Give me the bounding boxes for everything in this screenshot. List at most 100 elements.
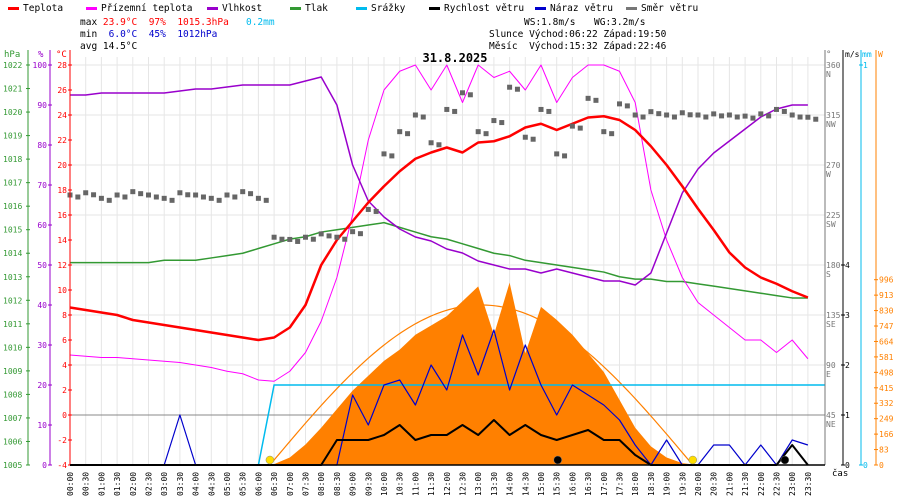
solar-tick-label: 996 bbox=[879, 276, 894, 285]
time-tick-label: 00:00 bbox=[66, 472, 75, 496]
wind-direction-point bbox=[365, 206, 371, 212]
legend-label: Tlak bbox=[305, 3, 328, 14]
time-tick-label: 18:30 bbox=[647, 472, 656, 496]
direction-tick-label: 225 bbox=[826, 211, 841, 220]
direction-tick-label: 90 bbox=[826, 361, 836, 370]
wind-direction-point bbox=[774, 106, 779, 112]
pressure-tick-label: 1021 bbox=[3, 85, 22, 94]
wind-speed-summary: WS:1.8m/s bbox=[524, 17, 576, 28]
wind-direction-point bbox=[514, 86, 520, 92]
solar-tick-label: 166 bbox=[879, 430, 894, 439]
wind-direction-point bbox=[232, 194, 238, 200]
moonset-time: Západ:22:46 bbox=[603, 41, 667, 52]
solar-tick-label: 83 bbox=[879, 446, 889, 455]
sunrise-time: Východ:06:22 bbox=[529, 29, 598, 40]
wind-gust-summary: WG:3.2m/s bbox=[594, 17, 646, 28]
legend-item: Směr větru bbox=[626, 3, 698, 14]
time-tick-label: 22:00 bbox=[757, 472, 766, 496]
humidity-line bbox=[70, 76, 808, 286]
time-tick-label: 09:30 bbox=[364, 472, 373, 496]
pressure-tick-label: 1018 bbox=[3, 155, 22, 164]
wind-direction-point bbox=[255, 195, 261, 201]
wind-direction-point bbox=[664, 112, 670, 118]
time-tick-label: 14:30 bbox=[521, 472, 530, 496]
humidity-tick-label: 100 bbox=[33, 61, 48, 70]
legend-swatch bbox=[356, 7, 367, 10]
time-tick-label: 15:00 bbox=[537, 472, 546, 496]
wind-direction-point bbox=[287, 236, 293, 242]
legend-item: Tlak bbox=[290, 3, 328, 14]
wind-direction-point bbox=[412, 112, 418, 118]
temperature-tick-label: 2 bbox=[62, 386, 67, 395]
wind-direction-point bbox=[640, 114, 646, 120]
wind-direction-point bbox=[83, 190, 89, 196]
direction-compass-label: S bbox=[826, 270, 831, 279]
direction-tick-label: 180 bbox=[826, 261, 841, 270]
wind-direction-point bbox=[75, 194, 81, 200]
wind-direction-point bbox=[577, 125, 583, 131]
time-tick-label: 19:30 bbox=[678, 472, 687, 496]
wind-direction-point bbox=[177, 190, 183, 196]
wind-direction-point bbox=[483, 131, 489, 137]
pressure-tick-label: 1015 bbox=[3, 226, 22, 235]
wind-tick-label: 0 bbox=[845, 461, 850, 470]
wind-direction-point bbox=[350, 229, 356, 235]
time-tick-label: 03:00 bbox=[160, 472, 169, 496]
sun-row: Slunce Východ:06:22 Západ:19:50 bbox=[489, 29, 666, 40]
direction-compass-label: E bbox=[826, 370, 831, 379]
legend-label: Směr větru bbox=[641, 3, 699, 14]
time-tick-label: 08:30 bbox=[333, 472, 342, 496]
wind-direction-point bbox=[617, 101, 622, 107]
time-axis-label: čas bbox=[832, 468, 848, 479]
pressure-unit: hPa bbox=[4, 50, 20, 60]
wind-direction-point bbox=[719, 113, 725, 119]
solar-tick-label: 498 bbox=[879, 368, 894, 377]
temperature-tick-label: 18 bbox=[57, 186, 67, 195]
time-tick-label: 05:30 bbox=[239, 472, 248, 496]
legend-item: Vlhkost bbox=[207, 3, 262, 14]
time-tick-label: 13:00 bbox=[474, 472, 483, 496]
time-tick-label: 10:00 bbox=[380, 472, 389, 496]
direction-compass-label: N bbox=[826, 70, 831, 79]
legend-swatch bbox=[626, 7, 637, 10]
solar-tick-label: 581 bbox=[879, 353, 894, 362]
wind-direction-point bbox=[585, 95, 591, 101]
wind-direction-point bbox=[593, 97, 599, 103]
time-tick-label: 19:00 bbox=[663, 472, 672, 496]
wind-direction-point bbox=[452, 108, 458, 114]
rain-tick-label: 0 bbox=[863, 461, 868, 470]
pressure-tick-label: 1022 bbox=[3, 61, 22, 70]
moonrise-time: Východ:15:32 bbox=[529, 41, 598, 52]
wind-direction-point bbox=[703, 114, 709, 120]
chart-title: 31.8.2025 bbox=[422, 51, 487, 65]
humidity-tick-label: 10 bbox=[37, 421, 47, 430]
time-tick-label: 01:00 bbox=[97, 472, 106, 496]
ground-temperature-line bbox=[69, 64, 809, 382]
time-tick-label: 11:30 bbox=[427, 472, 436, 496]
humidity-tick-label: 60 bbox=[37, 221, 47, 230]
wind-direction-point bbox=[98, 195, 104, 201]
wind-direction-point bbox=[789, 112, 795, 118]
min-temp: 6.0°C bbox=[108, 29, 138, 40]
solar-tick-label: 830 bbox=[879, 307, 894, 316]
temperature-tick-label: -2 bbox=[57, 436, 67, 445]
time-tick-label: 06:00 bbox=[254, 472, 263, 496]
humidity-tick-label: 70 bbox=[37, 181, 47, 190]
wind-direction-point bbox=[444, 106, 450, 112]
legend-item: Teplota bbox=[8, 3, 63, 14]
stats-min-row: min 6.0°C 45% 1012hPa bbox=[80, 29, 217, 40]
pressure-tick-label: 1013 bbox=[3, 273, 22, 282]
time-tick-label: 23:30 bbox=[804, 472, 813, 496]
wind-direction-point bbox=[420, 114, 426, 120]
direction-compass-label: SW bbox=[826, 220, 836, 229]
wind-direction-point bbox=[216, 197, 222, 203]
solar-unit: W bbox=[878, 50, 883, 59]
min-humidity: 45% bbox=[148, 29, 166, 40]
wind-direction-point bbox=[436, 142, 442, 148]
wind-direction-point bbox=[656, 111, 662, 117]
direction-compass-label: NE bbox=[826, 420, 836, 429]
time-tick-label: 07:30 bbox=[302, 472, 311, 496]
wind-tick-label: 4 bbox=[845, 261, 850, 270]
wind-direction-point bbox=[491, 118, 497, 124]
wind-direction-point bbox=[805, 114, 811, 120]
